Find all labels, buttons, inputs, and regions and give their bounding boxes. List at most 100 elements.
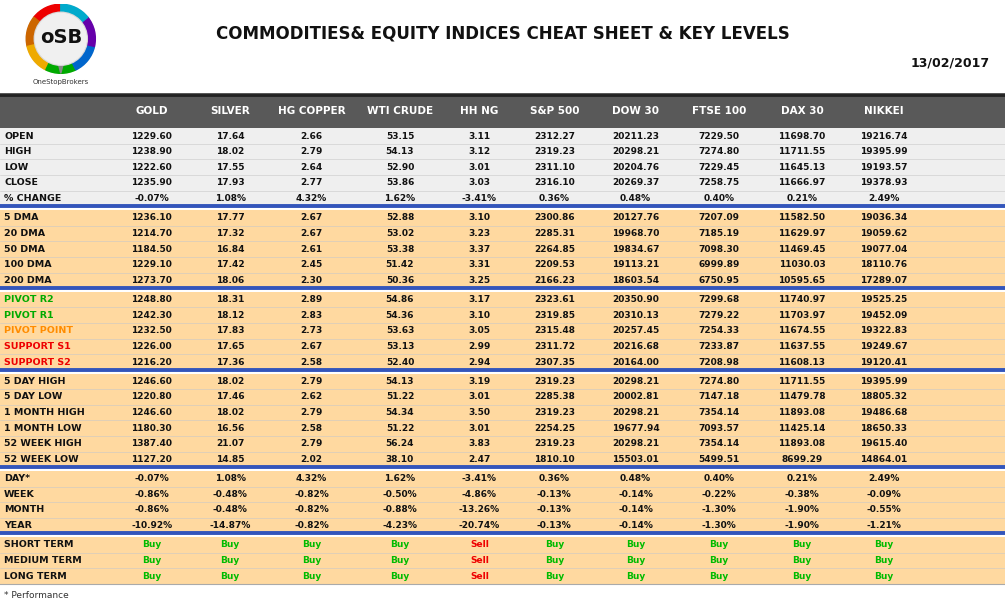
Text: 11703.97: 11703.97	[778, 311, 826, 320]
Text: 11893.08: 11893.08	[779, 408, 825, 417]
Text: 5499.51: 5499.51	[698, 455, 740, 464]
Text: 7299.68: 7299.68	[698, 295, 740, 304]
Text: 3.10: 3.10	[468, 311, 490, 320]
Text: 2.67: 2.67	[300, 229, 323, 238]
Bar	[0, 308, 1005, 323]
Text: 2.45: 2.45	[300, 260, 323, 269]
Text: 6750.95: 6750.95	[698, 276, 740, 285]
Text: 3.31: 3.31	[468, 260, 490, 269]
Text: 11893.08: 11893.08	[779, 439, 825, 448]
Text: 2.79: 2.79	[300, 408, 323, 417]
Text: 2.73: 2.73	[300, 326, 323, 335]
Text: 3.23: 3.23	[468, 229, 490, 238]
Text: FTSE 100: FTSE 100	[691, 106, 747, 116]
Bar	[0, 257, 1005, 273]
Text: 7274.80: 7274.80	[698, 147, 740, 156]
Text: 3.17: 3.17	[468, 295, 490, 304]
Text: 0.21%: 0.21%	[787, 194, 817, 203]
Text: 17289.07: 17289.07	[860, 276, 908, 285]
Text: 1238.90: 1238.90	[132, 147, 172, 156]
Text: 1216.20: 1216.20	[132, 358, 172, 367]
Text: 54.36: 54.36	[386, 311, 414, 320]
Text: 18.12: 18.12	[216, 311, 244, 320]
Text: -0.07%: -0.07%	[135, 194, 169, 203]
Text: 38.10: 38.10	[386, 455, 414, 464]
Text: 1214.70: 1214.70	[132, 229, 172, 238]
Text: 19059.62: 19059.62	[860, 229, 908, 238]
Text: Buy: Buy	[792, 556, 812, 565]
Bar	[0, 339, 1005, 354]
Text: 20310.13: 20310.13	[612, 311, 659, 320]
Wedge shape	[61, 4, 87, 22]
Text: 7147.18: 7147.18	[698, 393, 740, 402]
Text: 2.79: 2.79	[300, 147, 323, 156]
Text: 10595.65: 10595.65	[779, 276, 825, 285]
Text: Buy: Buy	[142, 541, 162, 550]
Text: 56.24: 56.24	[386, 439, 414, 448]
Text: 2.67: 2.67	[300, 213, 323, 222]
Bar	[0, 502, 1005, 518]
Text: 18.02: 18.02	[216, 408, 244, 417]
Text: -1.30%: -1.30%	[701, 506, 737, 515]
Text: Buy: Buy	[710, 556, 729, 565]
Text: 3.03: 3.03	[468, 178, 490, 187]
Text: 2319.23: 2319.23	[534, 147, 575, 156]
Text: 4.32%: 4.32%	[295, 194, 328, 203]
Text: 2.30: 2.30	[300, 276, 323, 285]
Text: Buy: Buy	[710, 572, 729, 580]
Bar	[0, 405, 1005, 420]
Text: Buy: Buy	[874, 556, 893, 565]
Text: 0.40%: 0.40%	[704, 474, 735, 483]
Text: 11608.13: 11608.13	[779, 358, 825, 367]
Text: 7354.14: 7354.14	[698, 439, 740, 448]
Text: Buy: Buy	[626, 541, 645, 550]
Text: 2.02: 2.02	[300, 455, 323, 464]
Bar	[0, 292, 1005, 308]
Text: Sell: Sell	[470, 541, 488, 550]
Text: 53.38: 53.38	[386, 244, 414, 253]
Text: 100 DMA: 100 DMA	[4, 260, 51, 269]
Text: 11698.70: 11698.70	[778, 132, 826, 140]
Text: 54.86: 54.86	[386, 295, 414, 304]
Text: 0.48%: 0.48%	[620, 474, 651, 483]
Text: 17.32: 17.32	[216, 229, 244, 238]
Text: 3.05: 3.05	[468, 326, 490, 335]
Text: -0.13%: -0.13%	[537, 506, 572, 515]
Text: -0.14%: -0.14%	[618, 521, 653, 530]
Text: 2316.10: 2316.10	[534, 178, 575, 187]
Text: 11030.03: 11030.03	[779, 260, 825, 269]
Text: 1.62%: 1.62%	[385, 474, 415, 483]
Text: 19216.74: 19216.74	[860, 132, 908, 140]
Text: 1220.80: 1220.80	[132, 393, 172, 402]
Text: 1273.70: 1273.70	[132, 276, 172, 285]
Text: Buy: Buy	[220, 556, 240, 565]
Text: 19968.70: 19968.70	[612, 229, 659, 238]
Text: 2323.61: 2323.61	[534, 295, 575, 304]
Text: 1242.30: 1242.30	[132, 311, 172, 320]
Text: 11666.97: 11666.97	[778, 178, 826, 187]
Text: -1.30%: -1.30%	[701, 521, 737, 530]
Text: Buy: Buy	[390, 572, 410, 580]
Text: 2.62: 2.62	[300, 393, 323, 402]
Text: 1229.60: 1229.60	[132, 132, 172, 140]
Text: 2254.25: 2254.25	[534, 424, 575, 433]
Text: Buy: Buy	[792, 541, 812, 550]
Text: 2319.23: 2319.23	[534, 408, 575, 417]
Text: PIVOT POINT: PIVOT POINT	[4, 326, 73, 335]
Text: 2307.35: 2307.35	[534, 358, 575, 367]
Text: -0.38%: -0.38%	[785, 490, 819, 499]
Text: -1.90%: -1.90%	[785, 521, 819, 530]
Text: 15503.01: 15503.01	[612, 455, 659, 464]
Text: -0.86%: -0.86%	[135, 506, 169, 515]
Text: 1246.60: 1246.60	[132, 377, 172, 386]
Text: 14864.01: 14864.01	[860, 455, 908, 464]
Bar	[0, 537, 1005, 553]
Text: 51.22: 51.22	[386, 393, 414, 402]
Bar	[0, 241, 1005, 257]
Text: -0.50%: -0.50%	[383, 490, 417, 499]
Text: 2209.53: 2209.53	[534, 260, 575, 269]
Text: Buy: Buy	[390, 541, 410, 550]
Text: Buy: Buy	[874, 541, 893, 550]
Text: 11425.14: 11425.14	[778, 424, 826, 433]
Text: 2.83: 2.83	[300, 311, 323, 320]
